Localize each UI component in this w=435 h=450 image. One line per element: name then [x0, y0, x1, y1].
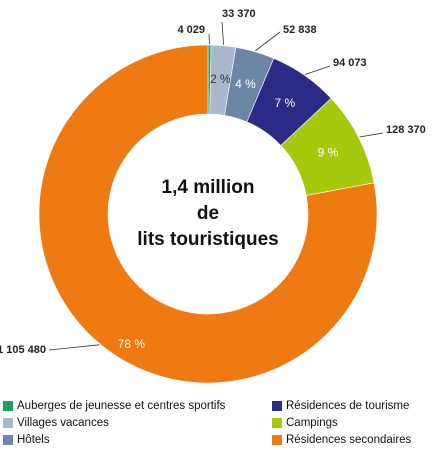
leader-line — [208, 33, 210, 45]
legend-swatch — [272, 401, 282, 411]
leader-line — [48, 344, 100, 351]
percentage-label: 78 % — [118, 337, 146, 351]
legend-label: Hôtels — [17, 434, 50, 446]
leader-line — [221, 21, 224, 45]
legend-swatch — [3, 401, 13, 411]
value-label: 94 073 — [333, 57, 367, 69]
leader-line — [255, 31, 281, 52]
legend-swatch — [3, 435, 13, 445]
donut-segment — [38, 44, 378, 384]
center-text: de — [197, 203, 219, 224]
value-label: 128 370 — [386, 124, 426, 136]
center-text: 1,4 million — [162, 177, 255, 198]
legend-swatch — [272, 418, 282, 428]
legend-label: Résidences de tourisme — [286, 400, 409, 412]
percentage-label: 7 % — [275, 96, 296, 110]
legend-swatch — [272, 435, 282, 445]
value-label: 1 105 480 — [0, 344, 46, 356]
value-label: 52 838 — [283, 24, 317, 36]
percentage-label: 4 % — [235, 77, 256, 91]
percentage-label: 2 % — [210, 72, 231, 86]
legend-label: Campings — [286, 417, 338, 429]
legend-label: Résidences secondaires — [286, 434, 412, 446]
leader-line — [305, 65, 331, 75]
leader-line — [359, 132, 384, 138]
legend-swatch — [3, 418, 13, 428]
legend-label: Villages vacances — [17, 417, 109, 429]
center-text: lits touristiques — [137, 229, 278, 250]
legend-label: Auberges de jeunesse et centres sportifs — [17, 400, 226, 412]
percentage-label: 9 % — [318, 145, 339, 159]
value-label: 4 029 — [177, 24, 205, 36]
value-label: 33 370 — [222, 8, 256, 20]
